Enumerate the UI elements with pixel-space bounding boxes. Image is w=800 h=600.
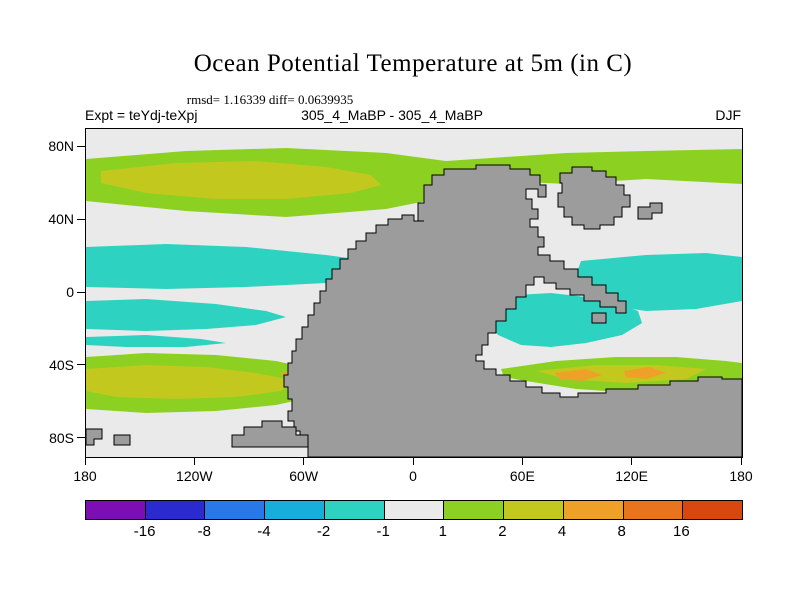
x-tick-label: 120E <box>615 468 649 484</box>
stats-line: rmsd= 1.16339 diff= 0.0639935 <box>186 92 354 107</box>
y-tick-mark <box>77 218 85 220</box>
run-label: 305_4_MaBP - 305_4_MaBP <box>301 107 483 123</box>
colorbar-cell-2 <box>204 501 265 519</box>
anomaly-north-olive-core <box>101 161 381 199</box>
colorbar-boundary-label: 4 <box>557 523 567 540</box>
colorbar <box>85 500 743 520</box>
anomaly-west-cyan-streak <box>86 335 226 347</box>
x-tick-label: 180 <box>73 468 97 484</box>
colorbar-boundary-label: 2 <box>498 523 507 540</box>
landstrip-southwest <box>231 420 309 448</box>
x-tick-label: 0 <box>409 468 417 484</box>
plot-title: Ocean Potential Temperature at 5m (in C) <box>193 50 633 77</box>
landmass-main-supercontinent <box>283 164 742 457</box>
anomaly-sw-olive-core <box>86 365 296 399</box>
y-tick-label: 40N <box>48 211 74 228</box>
island-central-small <box>591 312 607 324</box>
x-tick-mark <box>631 457 633 465</box>
anomaly-west-cyan-lobe <box>86 299 286 331</box>
colorbar-cell-8 <box>562 501 623 519</box>
x-tick-label: 60W <box>289 468 319 484</box>
colorbar-cell-9 <box>622 501 683 519</box>
x-tick-mark <box>740 457 742 465</box>
x-tick-mark <box>412 457 414 465</box>
anomaly-se-orange-patch-1 <box>554 369 602 381</box>
landbit-far-left-1 <box>86 428 103 446</box>
colorbar-cell-7 <box>503 501 563 519</box>
x-tick-mark <box>521 457 523 465</box>
colorbar-cell-6 <box>443 501 504 519</box>
y-tick-label: 40S <box>49 356 74 373</box>
anomaly-se-orange-patch-2 <box>624 367 666 379</box>
landmass-northeast <box>557 166 631 230</box>
y-tick-label: 80S <box>49 429 74 446</box>
colorbar-boundary-label: 8 <box>617 523 626 540</box>
island-northeast-small <box>637 202 663 220</box>
colorbar-boundary-label: -8 <box>197 523 211 540</box>
y-tick-mark <box>77 291 85 293</box>
x-tick-mark <box>84 457 86 465</box>
colorbar-boundary-label: -2 <box>316 523 331 540</box>
y-tick-mark <box>77 437 85 439</box>
colorbar-cell-4 <box>323 501 384 519</box>
contour-map <box>86 129 742 457</box>
colorbar-cell-10 <box>682 501 743 519</box>
colorbar-boundary-label: -1 <box>376 523 390 540</box>
map-plot-frame <box>85 128 743 458</box>
colorbar-cell-1 <box>144 501 205 519</box>
experiment-label: Expt = teYdj-teXpj <box>85 107 198 123</box>
colorbar-cell-5 <box>383 501 444 519</box>
x-tick-label: 60E <box>509 468 535 484</box>
colorbar-boundary-label: -4 <box>257 523 271 540</box>
x-tick-label: 180 <box>729 468 753 484</box>
colorbar-boundary-label: -16 <box>133 523 156 540</box>
colorbar-boundary-label: 1 <box>438 523 447 540</box>
y-tick-mark <box>77 145 85 147</box>
colorbar-cell-3 <box>264 501 324 519</box>
season-label: DJF <box>715 107 741 123</box>
landbit-far-left-2 <box>113 434 131 446</box>
x-tick-label: 120W <box>176 468 213 484</box>
colorbar-boundary-label: 16 <box>673 523 690 540</box>
colorbar-cell-0 <box>86 501 145 519</box>
x-tick-mark <box>193 457 195 465</box>
y-tick-label: 80N <box>48 138 74 155</box>
y-tick-mark <box>77 364 85 366</box>
x-tick-mark <box>303 457 305 465</box>
colorbar-labels: -16 -8 -4 -2 -1 1 2 4 8 16 <box>85 523 741 543</box>
y-tick-label: 0 <box>66 284 74 300</box>
